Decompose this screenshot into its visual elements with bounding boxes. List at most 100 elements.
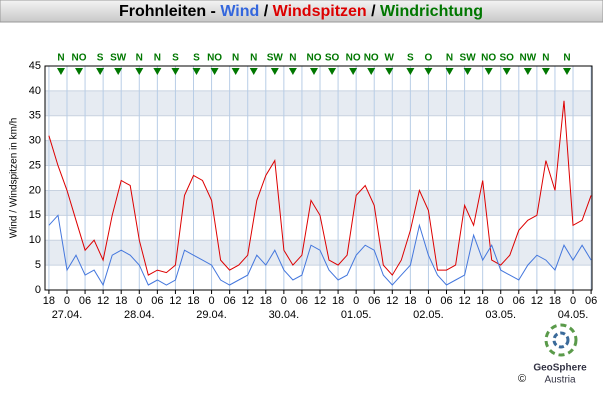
wind-direction-icon bbox=[406, 68, 415, 75]
series-line bbox=[48, 100, 592, 276]
title-part: Frohnleiten bbox=[119, 3, 206, 20]
wind-direction-label: O bbox=[425, 53, 433, 64]
wind-direction-label: SO bbox=[500, 53, 515, 64]
title-part: / bbox=[259, 3, 272, 20]
chart-title: Frohnleiten - Wind / Windspitzen / Windr… bbox=[119, 3, 483, 20]
wind-direction-label: N bbox=[563, 53, 570, 64]
x-tick-label: 0 bbox=[498, 295, 504, 307]
y-tick-label: 35 bbox=[29, 110, 41, 122]
date-label: 29.04. bbox=[196, 309, 227, 321]
wind-direction-icon bbox=[541, 68, 550, 75]
wind-direction-icon bbox=[114, 68, 123, 75]
wind-direction-icon bbox=[424, 68, 433, 75]
x-tick-label: 12 bbox=[97, 295, 109, 307]
title-bar bbox=[0, 0, 603, 23]
title-part: - bbox=[206, 3, 220, 20]
date-label: 02.05. bbox=[413, 309, 444, 321]
wind-direction-label: NO bbox=[364, 53, 379, 64]
wind-direction-label: N bbox=[250, 53, 257, 64]
x-tick-label: 18 bbox=[187, 295, 199, 307]
wind-direction-label: N bbox=[136, 53, 143, 64]
wind-direction-icon bbox=[270, 68, 279, 75]
x-tick-label: 12 bbox=[458, 295, 470, 307]
title-part: Windspitzen bbox=[273, 3, 367, 20]
wind-direction-label: N bbox=[289, 53, 296, 64]
grid-band bbox=[45, 90, 592, 116]
wind-direction-label: S bbox=[172, 53, 179, 64]
x-tick-label: 18 bbox=[549, 295, 561, 307]
wind-direction-label: S bbox=[193, 53, 200, 64]
wind-direction-label: NO bbox=[207, 53, 222, 64]
date-label: 28.04. bbox=[124, 309, 155, 321]
y-tick-label: 0 bbox=[35, 284, 41, 296]
wind-direction-icon bbox=[562, 68, 571, 75]
x-tick-label: 06 bbox=[79, 295, 91, 307]
y-tick-label: 15 bbox=[29, 209, 41, 221]
wind-direction-icon bbox=[153, 68, 162, 75]
date-label: 03.05. bbox=[485, 309, 516, 321]
x-tick-label: 18 bbox=[260, 295, 272, 307]
x-tick-label: 06 bbox=[368, 295, 380, 307]
wind-direction-icon bbox=[367, 68, 376, 75]
title-part: Windrichtung bbox=[380, 3, 483, 20]
x-tick-label: 0 bbox=[64, 295, 70, 307]
date-label: 04.05. bbox=[558, 309, 589, 321]
wind-direction-label: N bbox=[57, 53, 64, 64]
y-tick-label: 5 bbox=[35, 259, 41, 271]
logo-sub: Austria bbox=[544, 375, 576, 386]
x-tick-label: 06 bbox=[224, 295, 236, 307]
date-label: 27.04. bbox=[52, 309, 83, 321]
y-tick-label: 45 bbox=[29, 60, 41, 72]
grid-band bbox=[45, 140, 592, 166]
wind-direction-label: N bbox=[154, 53, 161, 64]
wind-direction-icon bbox=[192, 68, 201, 75]
wind-direction-label: S bbox=[97, 53, 104, 64]
x-tick-label: 12 bbox=[531, 295, 543, 307]
wind-direction-label: NW bbox=[520, 53, 537, 64]
wind-direction-label: W bbox=[385, 53, 395, 64]
wind-direction-label: NO bbox=[72, 53, 87, 64]
wind-direction-label: N bbox=[232, 53, 239, 64]
x-tick-label: 0 bbox=[353, 295, 359, 307]
wind-direction-icon bbox=[502, 68, 511, 75]
wind-direction-icon bbox=[385, 68, 394, 75]
wind-direction-icon bbox=[288, 68, 297, 75]
wind-direction-label: NO bbox=[481, 53, 496, 64]
plot-border bbox=[44, 65, 593, 291]
title-part: / bbox=[367, 3, 380, 20]
wind-direction-icon bbox=[484, 68, 493, 75]
wind-direction-icon bbox=[349, 68, 358, 75]
x-tick-label: 0 bbox=[209, 295, 215, 307]
y-tick-label: 10 bbox=[29, 234, 41, 246]
wind-direction-icon bbox=[135, 68, 144, 75]
wind-direction-label: SO bbox=[325, 53, 340, 64]
x-tick-label: 12 bbox=[314, 295, 326, 307]
wind-direction-icon bbox=[210, 68, 219, 75]
wind-direction-icon bbox=[171, 68, 180, 75]
x-tick-label: 18 bbox=[404, 295, 416, 307]
logo: GeoSphere Austria © bbox=[518, 323, 587, 386]
x-tick-label: 12 bbox=[169, 295, 181, 307]
copyright: © bbox=[518, 373, 526, 385]
grid-band bbox=[45, 240, 592, 266]
wind-direction-label: NO bbox=[346, 53, 361, 64]
wind-direction-label: SW bbox=[267, 53, 284, 64]
date-label: 30.04. bbox=[269, 309, 300, 321]
series-line bbox=[48, 214, 592, 287]
wind-direction-icon bbox=[75, 68, 84, 75]
plot-area bbox=[45, 65, 592, 291]
wind-direction-label: S bbox=[407, 53, 414, 64]
wind-direction-icon bbox=[56, 68, 65, 75]
wind-direction-icon bbox=[96, 68, 105, 75]
x-tick-label: 0 bbox=[570, 295, 576, 307]
wind-direction-label: NO bbox=[306, 53, 321, 64]
wind-direction-label: N bbox=[446, 53, 453, 64]
y-tick-label: 20 bbox=[29, 184, 41, 196]
logo-name: GeoSphere bbox=[533, 363, 587, 374]
x-tick-label: 06 bbox=[440, 295, 452, 307]
x-tick-label: 06 bbox=[513, 295, 525, 307]
x-tick-label: 0 bbox=[425, 295, 431, 307]
x-tick-label: 18 bbox=[332, 295, 344, 307]
wind-direction-label: SW bbox=[110, 53, 127, 64]
y-axis-label: Wind / Windspitzen in km/h bbox=[9, 118, 20, 239]
